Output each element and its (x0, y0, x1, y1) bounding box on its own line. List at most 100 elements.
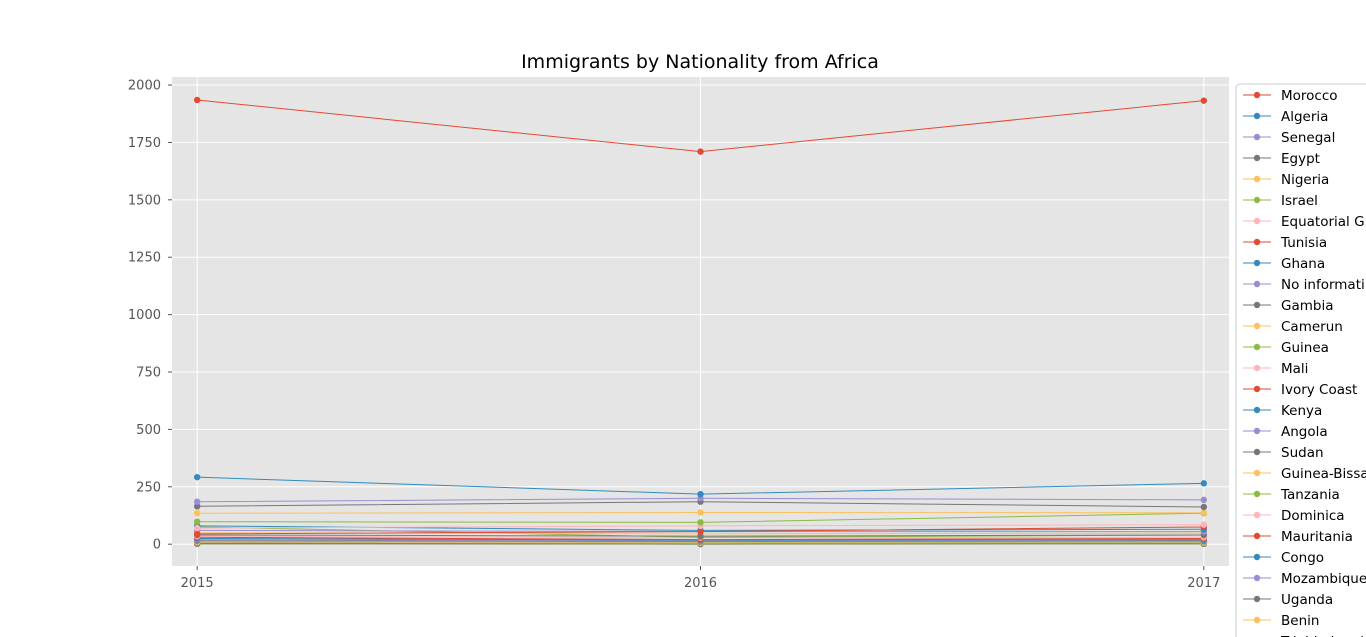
legend-label: Benin (1281, 613, 1319, 629)
series-lines (193, 96, 1208, 548)
legend-label: Senegal (1281, 130, 1335, 146)
legend-entry: Guinea (1243, 340, 1329, 356)
legend-entry: Angola (1243, 424, 1328, 440)
legend-label: Equatorial G (1281, 214, 1365, 230)
legend: Morocco Algeria Senegal Egypt Nigeria Israel E… (1235, 83, 1366, 637)
legend-label: Guinea (1281, 340, 1329, 356)
legend-label: Tanzania (1280, 487, 1340, 503)
data-point (697, 148, 704, 155)
legend-entry: Israel (1243, 193, 1318, 209)
data-point (1200, 503, 1208, 511)
legend-frame (1235, 83, 1366, 637)
legend-label: Algeria (1281, 109, 1328, 125)
legend-entry: Mali (1243, 361, 1308, 377)
legend-marker (1253, 595, 1261, 603)
legend-marker (1253, 532, 1261, 540)
legend-entry: Dominica (1243, 508, 1345, 524)
data-point (1200, 480, 1208, 487)
legend-marker (1253, 259, 1261, 267)
data-point (697, 532, 704, 540)
legend-marker (1253, 469, 1261, 477)
y-tick-label: 1500 (128, 193, 161, 208)
y-tick-label: 1000 (128, 308, 161, 323)
legend-marker (1253, 112, 1261, 120)
legend-entry: Congo (1243, 550, 1324, 566)
legend-entry: Uganda (1243, 592, 1333, 608)
legend-entry: Ivory Coast (1243, 382, 1357, 398)
grid-lines (172, 77, 1229, 566)
legend-label: Mauritania (1281, 529, 1353, 545)
legend-label: Mozambique (1281, 571, 1366, 587)
legend-marker (1253, 154, 1261, 162)
legend-marker (1253, 406, 1261, 414)
legend-marker (1253, 175, 1261, 183)
legend-label: Uganda (1281, 592, 1333, 608)
data-point (193, 498, 201, 505)
legend-label: Guinea-Bissa (1281, 466, 1366, 482)
legend-entry: Tanzania (1243, 487, 1340, 503)
legend-label: Trinidad and (1280, 634, 1364, 637)
series-morocco (193, 96, 1208, 155)
data-point (697, 509, 704, 516)
legend-label: Mali (1281, 361, 1308, 377)
legend-label: Angola (1281, 424, 1328, 440)
data-point (1200, 496, 1208, 504)
x-tick-label: 2015 (181, 576, 214, 591)
data-point (193, 524, 201, 532)
legend-marker (1253, 364, 1261, 372)
data-point (193, 503, 201, 510)
legend-label: Dominica (1281, 508, 1345, 524)
legend-entry: Kenya (1243, 403, 1322, 419)
legend-marker (1253, 385, 1261, 393)
legend-entry: Equatorial G (1243, 214, 1365, 230)
y-tick-label: 2000 (128, 79, 161, 94)
legend-marker (1253, 343, 1261, 351)
legend-entry: Morocco (1243, 88, 1338, 104)
legend-entry: Tunisia (1243, 235, 1327, 251)
legend-label: Ghana (1281, 256, 1325, 272)
legend-entry: Benin (1243, 613, 1319, 629)
legend-entry: Guinea-Bissa (1243, 466, 1366, 482)
legend-marker (1253, 280, 1261, 288)
legend-label: Gambia (1281, 298, 1333, 314)
chart-title: Immigrants by Nationality from Africa (521, 51, 879, 73)
legend-items: Morocco Algeria Senegal Egypt Nigeria Israel E… (1243, 88, 1366, 637)
legend-marker (1253, 322, 1261, 330)
y-tick-label: 1250 (128, 251, 161, 266)
legend-label: Kenya (1281, 403, 1322, 419)
legend-marker (1253, 574, 1261, 582)
legend-entry: Mozambique (1243, 571, 1366, 587)
y-tick-label: 750 (136, 366, 161, 381)
legend-label: Congo (1281, 550, 1324, 566)
series-nigeria (193, 509, 1208, 517)
legend-marker (1253, 301, 1261, 309)
legend-marker (1253, 511, 1261, 519)
legend-entry: Algeria (1243, 109, 1328, 125)
legend-label: Nigeria (1281, 172, 1329, 188)
data-point (193, 509, 201, 517)
legend-entry: Ghana (1243, 256, 1325, 272)
legend-label: Egypt (1281, 151, 1320, 167)
legend-marker (1253, 196, 1261, 204)
data-point (697, 490, 704, 498)
legend-label: Tunisia (1280, 235, 1327, 251)
legend-label: Ivory Coast (1281, 382, 1357, 398)
legend-marker (1253, 133, 1261, 141)
legend-entry: Mauritania (1243, 529, 1353, 545)
legend-marker (1253, 448, 1261, 456)
legend-label: Israel (1281, 193, 1318, 209)
y-tick-label: 1750 (128, 136, 161, 151)
y-tick-label: 0 (153, 538, 161, 553)
data-point (697, 519, 704, 526)
data-point (1200, 97, 1208, 104)
legend-entry: Camerun (1243, 319, 1343, 335)
legend-label: No informati (1281, 277, 1365, 293)
x-tick-label: 2016 (684, 576, 717, 591)
data-point (697, 528, 704, 535)
data-point (1200, 509, 1208, 516)
legend-marker (1253, 616, 1261, 624)
x-tick-label: 2017 (1187, 576, 1220, 591)
legend-label: Sudan (1281, 445, 1324, 461)
data-point (1200, 521, 1208, 528)
data-point (193, 518, 201, 525)
